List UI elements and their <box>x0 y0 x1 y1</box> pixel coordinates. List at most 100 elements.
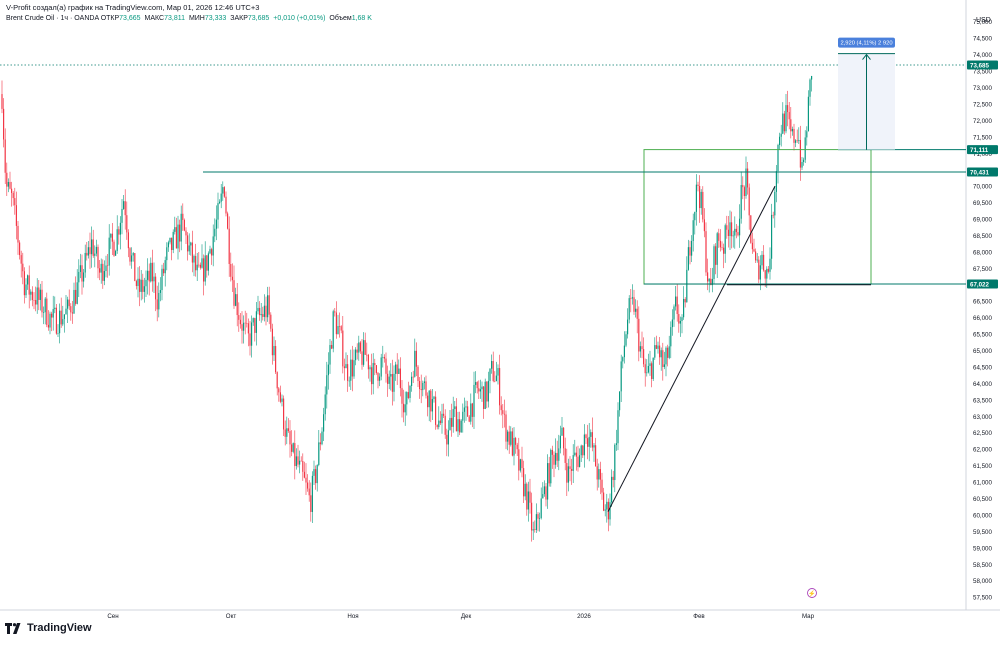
candle-body <box>518 449 520 471</box>
candle-body <box>460 420 462 433</box>
candle-body <box>767 268 769 272</box>
y-tick-label: 67,500 <box>973 266 992 273</box>
candle-body <box>215 219 217 229</box>
candle-body <box>63 314 65 320</box>
candle-body <box>444 415 446 435</box>
candle-body <box>582 445 584 456</box>
candle-body <box>459 419 461 433</box>
open-label: ОТКР <box>100 15 120 22</box>
candle-body <box>569 466 571 469</box>
low-value: 73,333 <box>204 15 227 22</box>
candle-body <box>519 459 521 471</box>
candle-body <box>737 232 739 236</box>
candle-body <box>719 240 721 248</box>
symbol-title[interactable]: Brent Crude Oil · 1ч · OANDA <box>6 15 99 22</box>
candle-body <box>182 213 184 221</box>
price-line-label: 67,022 <box>970 281 989 288</box>
candle-body <box>70 306 72 313</box>
candle-body <box>783 113 785 132</box>
candle-body <box>590 432 592 437</box>
measure-label-box <box>838 37 895 48</box>
candle-body <box>683 298 685 318</box>
candle-body <box>3 108 5 140</box>
candle-body <box>612 476 614 481</box>
candle-body <box>379 376 381 381</box>
candle-body <box>599 469 601 480</box>
candle-body <box>372 362 374 385</box>
candle-body <box>199 264 201 268</box>
candle-body <box>119 222 121 235</box>
candle-body <box>75 289 77 304</box>
open-value: 73,665 <box>119 15 141 22</box>
candle-body <box>694 211 696 221</box>
candle-body <box>358 342 360 353</box>
candle-body <box>57 333 59 334</box>
candle-body <box>270 314 272 329</box>
measure-label: 2,920 (4,11%) 2 920 <box>840 41 892 47</box>
candle-body <box>769 258 771 272</box>
candle-body <box>622 357 624 362</box>
y-tick-label: 61,000 <box>973 480 992 487</box>
price-chart[interactable]: 2,920 (4,11%) 2 920⚡ 57,50058,00058,5005… <box>0 0 1000 620</box>
candles-layer <box>1 75 813 542</box>
candle-body <box>406 392 408 405</box>
candle-body <box>782 113 784 134</box>
candle-body <box>33 300 35 301</box>
candle-body <box>550 449 552 484</box>
candle-body <box>113 241 115 256</box>
candle-body <box>425 381 427 396</box>
candle-body <box>390 374 392 377</box>
candle-body <box>771 214 773 259</box>
candle-body <box>158 292 160 310</box>
candle-body <box>577 456 579 467</box>
candle-body <box>291 444 293 452</box>
candle-body <box>375 365 377 373</box>
candle-body <box>367 354 369 370</box>
candle-body <box>257 307 259 312</box>
trend-line[interactable] <box>607 185 776 512</box>
drawings-layer: 2,920 (4,11%) 2 920 ⚡ <box>0 37 966 598</box>
y-tick-label: 72,500 <box>973 101 992 108</box>
candle-body <box>305 477 307 483</box>
candle-body <box>191 242 193 263</box>
price-line-label: 71,111 <box>970 147 989 154</box>
candle-body <box>601 479 603 493</box>
candle-body <box>455 406 457 432</box>
candle-body <box>798 140 800 141</box>
candle-body <box>615 443 617 445</box>
candle-body <box>222 187 224 194</box>
candle-body <box>87 247 89 256</box>
candle-body <box>271 328 273 356</box>
candle-body <box>667 347 669 358</box>
candle-body <box>342 330 344 367</box>
candle-body <box>1 94 3 109</box>
range-rectangle[interactable] <box>643 149 872 285</box>
candle-body <box>337 326 339 335</box>
candle-body <box>303 471 305 478</box>
candle-body <box>73 289 75 314</box>
candle-body <box>15 205 17 226</box>
candle-body <box>415 350 417 367</box>
candle-body <box>398 368 400 374</box>
candle-body <box>302 461 304 472</box>
close-value: 73,685 <box>247 15 270 22</box>
candle-body <box>547 463 549 500</box>
candle-body <box>567 466 569 483</box>
tradingview-wordmark: TradingView <box>27 622 92 634</box>
candle-body <box>300 460 302 462</box>
candle-body <box>361 351 363 365</box>
candle-body <box>438 420 440 428</box>
lightning-icon[interactable] <box>807 588 817 598</box>
candle-body <box>457 419 459 432</box>
candle-body <box>187 235 189 252</box>
candle-body <box>259 307 261 316</box>
candle-body <box>127 232 129 249</box>
candle-body <box>297 456 299 465</box>
candle-body <box>391 374 393 392</box>
candle-body <box>702 191 704 220</box>
candle-body <box>198 264 200 266</box>
tradingview-brand[interactable]: TradingView <box>5 622 92 634</box>
candle-body <box>204 255 206 282</box>
x-tick-label: 2026 <box>577 613 591 620</box>
candle-body <box>30 291 32 295</box>
